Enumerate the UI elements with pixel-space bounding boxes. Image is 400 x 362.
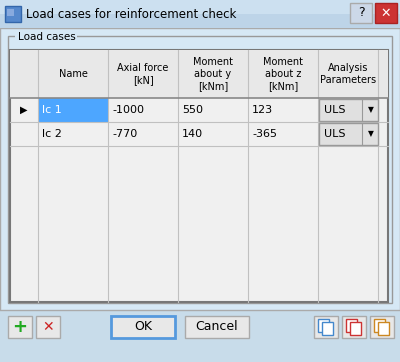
Bar bbox=[318, 319, 329, 332]
Bar bbox=[378, 322, 389, 335]
Text: ULS: ULS bbox=[324, 129, 346, 139]
Text: +: + bbox=[12, 318, 28, 336]
Bar bbox=[38, 98, 108, 122]
Bar bbox=[0, 0, 400, 14]
Bar bbox=[15, 33, 77, 42]
Bar bbox=[346, 319, 357, 332]
Bar bbox=[0, 310, 400, 362]
Bar bbox=[5, 6, 21, 22]
Bar bbox=[36, 316, 60, 338]
Text: Load cases: Load cases bbox=[18, 32, 76, 42]
Text: -1000: -1000 bbox=[112, 105, 144, 115]
Bar bbox=[111, 316, 175, 338]
Text: -365: -365 bbox=[252, 129, 277, 139]
Bar bbox=[314, 316, 338, 338]
Text: OK: OK bbox=[134, 320, 152, 333]
Bar bbox=[350, 3, 372, 23]
Bar bbox=[185, 316, 249, 338]
Text: lc 2: lc 2 bbox=[42, 129, 62, 139]
Text: lc 1: lc 1 bbox=[42, 105, 62, 115]
Text: Load cases for reinforcement check: Load cases for reinforcement check bbox=[26, 8, 236, 21]
Text: Moment
about z
[kNm]: Moment about z [kNm] bbox=[263, 58, 303, 90]
Bar bbox=[0, 0, 400, 28]
Bar bbox=[8, 316, 32, 338]
Bar bbox=[350, 322, 361, 335]
Text: Cancel: Cancel bbox=[196, 320, 238, 333]
Text: 550: 550 bbox=[182, 105, 203, 115]
Bar bbox=[10, 50, 388, 98]
Text: Moment
about y
[kNm]: Moment about y [kNm] bbox=[193, 58, 233, 90]
Text: Axial force
[kN]: Axial force [kN] bbox=[117, 63, 169, 85]
Text: 123: 123 bbox=[252, 105, 273, 115]
Bar bbox=[7, 9, 14, 16]
Text: ✕: ✕ bbox=[381, 7, 391, 20]
Bar bbox=[322, 322, 333, 335]
Text: ✕: ✕ bbox=[42, 320, 54, 334]
Bar bbox=[8, 36, 392, 303]
Text: 140: 140 bbox=[182, 129, 203, 139]
Text: Analysis
Parameters: Analysis Parameters bbox=[320, 63, 376, 85]
Bar bbox=[375, 3, 397, 23]
Text: Name: Name bbox=[58, 69, 88, 79]
Text: ▶: ▶ bbox=[20, 105, 28, 115]
Bar bbox=[374, 319, 385, 332]
Bar bbox=[319, 123, 378, 145]
Bar bbox=[342, 316, 366, 338]
Bar bbox=[319, 99, 378, 121]
Text: ?: ? bbox=[358, 7, 364, 20]
Bar bbox=[370, 316, 394, 338]
Text: ▼: ▼ bbox=[368, 105, 374, 114]
Text: ULS: ULS bbox=[324, 105, 346, 115]
Bar bbox=[10, 50, 388, 302]
Text: -770: -770 bbox=[112, 129, 137, 139]
Text: ▼: ▼ bbox=[368, 130, 374, 139]
